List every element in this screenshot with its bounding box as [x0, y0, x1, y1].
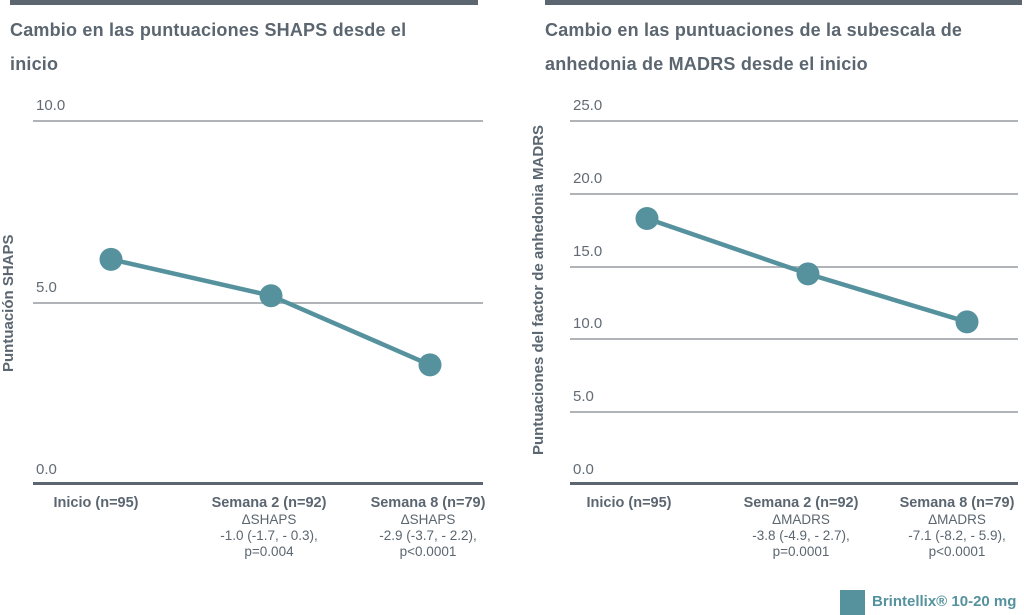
gridline: [570, 192, 1018, 195]
data-point: [796, 262, 820, 286]
x-category-label: Semana 2 (n=92) ΔSHAPS -1.0 (-1.7, - 0.3),…: [177, 495, 361, 560]
x-category-name: Semana 2 (n=92): [211, 495, 327, 511]
y-tick-label: 10.0: [573, 315, 603, 333]
chart-title-shaps: Cambio en las puntuaciones SHAPS desde e…: [10, 13, 468, 81]
chart-title-madrs: Cambio en las puntuaciones de la subesca…: [545, 13, 1017, 81]
y-tick-label: 5.0: [36, 279, 57, 296]
data-point: [418, 353, 442, 377]
x-category-stat-line: p<0.0001: [928, 544, 986, 559]
data-point: [259, 284, 283, 308]
x-category-name: Inicio (n=95): [586, 495, 672, 511]
gridline: [570, 338, 1018, 341]
x-category-name: Inicio (n=95): [53, 495, 139, 511]
plot-area-shaps: 0.0 5.0 10.0: [33, 98, 483, 485]
title-accent-bar: [545, 0, 1022, 5]
x-category-name: Semana 8 (n=79): [370, 495, 486, 511]
x-axis-line: [570, 482, 1018, 485]
x-category-stat-line: p<0.0001: [399, 544, 457, 559]
x-category-stat-line: -2.9 (-3.7, - 2.2),: [379, 528, 477, 543]
data-series-layer: [99, 247, 442, 377]
x-category-label: Inicio (n=95): [537, 495, 721, 512]
x-category-label: Semana 8 (n=79) ΔSHAPS -2.9 (-3.7, - 2.2),…: [336, 495, 520, 560]
y-tick-label: 15.0: [573, 242, 603, 260]
data-point: [955, 310, 979, 334]
gridline: [33, 302, 483, 304]
x-category-stat-line: p=0.0001: [772, 544, 830, 559]
x-category-label: Inicio (n=95): [4, 495, 188, 512]
x-category-name: Semana 2 (n=92): [743, 495, 859, 511]
plot-area-madrs: 0.0 5.0 10.0 15.0 20.0 25.0: [570, 98, 1018, 485]
x-category-stat-line: ΔMADRS: [772, 512, 830, 527]
x-category-stat-line: -7.1 (-8.2, - 5.9),: [908, 528, 1006, 543]
y-tick-label: 0.0: [573, 461, 594, 478]
x-category-label: Semana 2 (n=92) ΔMADRS -3.8 (-4.9, - 2.7),…: [709, 495, 893, 560]
x-category-name: Semana 8 (n=79): [899, 495, 1015, 511]
x-category-stat-line: ΔSHAPS: [400, 512, 456, 527]
gridline: [570, 120, 1018, 122]
title-accent-bar: [10, 0, 478, 5]
x-category-stat-line: -3.8 (-4.9, - 2.7),: [752, 528, 850, 543]
chart-title-line: anhedonia de MADRS desde el inicio: [545, 54, 868, 74]
y-tick-label: 20.0: [573, 169, 603, 187]
chart-title-line: Cambio en las puntuaciones de la subesca…: [545, 20, 963, 40]
data-point: [635, 207, 659, 231]
x-axis-line: [33, 482, 483, 485]
y-tick-label: 0.0: [36, 461, 57, 478]
data-point: [99, 247, 123, 271]
y-tick-label: 5.0: [573, 388, 594, 406]
gridline: [33, 120, 483, 122]
x-category-stat-line: ΔSHAPS: [241, 512, 297, 527]
x-category-stat-line: -1.0 (-1.7, - 0.3),: [220, 528, 318, 543]
data-series-layer: [635, 207, 979, 334]
legend-swatch-square: [840, 590, 865, 615]
y-tick-label: 25.0: [573, 97, 603, 114]
x-category-stat-line: p=0.004: [244, 544, 294, 559]
x-category-stat-line: ΔMADRS: [928, 512, 986, 527]
chart-title-line: Cambio en las puntuaciones SHAPS desde e…: [10, 20, 407, 40]
gridline: [570, 411, 1018, 414]
x-category-label: Semana 8 (n=79) ΔMADRS -7.1 (-8.2, - 5.9),…: [865, 495, 1024, 560]
y-axis-title-madrs: Puntuaciones del factor de anhedonia MAD…: [530, 124, 547, 456]
legend-label: Brintellix® 10-20 mg: [872, 593, 1017, 610]
chart-title-line: inicio: [10, 54, 59, 74]
gridline: [570, 265, 1018, 268]
y-tick-label: 10.0: [36, 97, 66, 114]
